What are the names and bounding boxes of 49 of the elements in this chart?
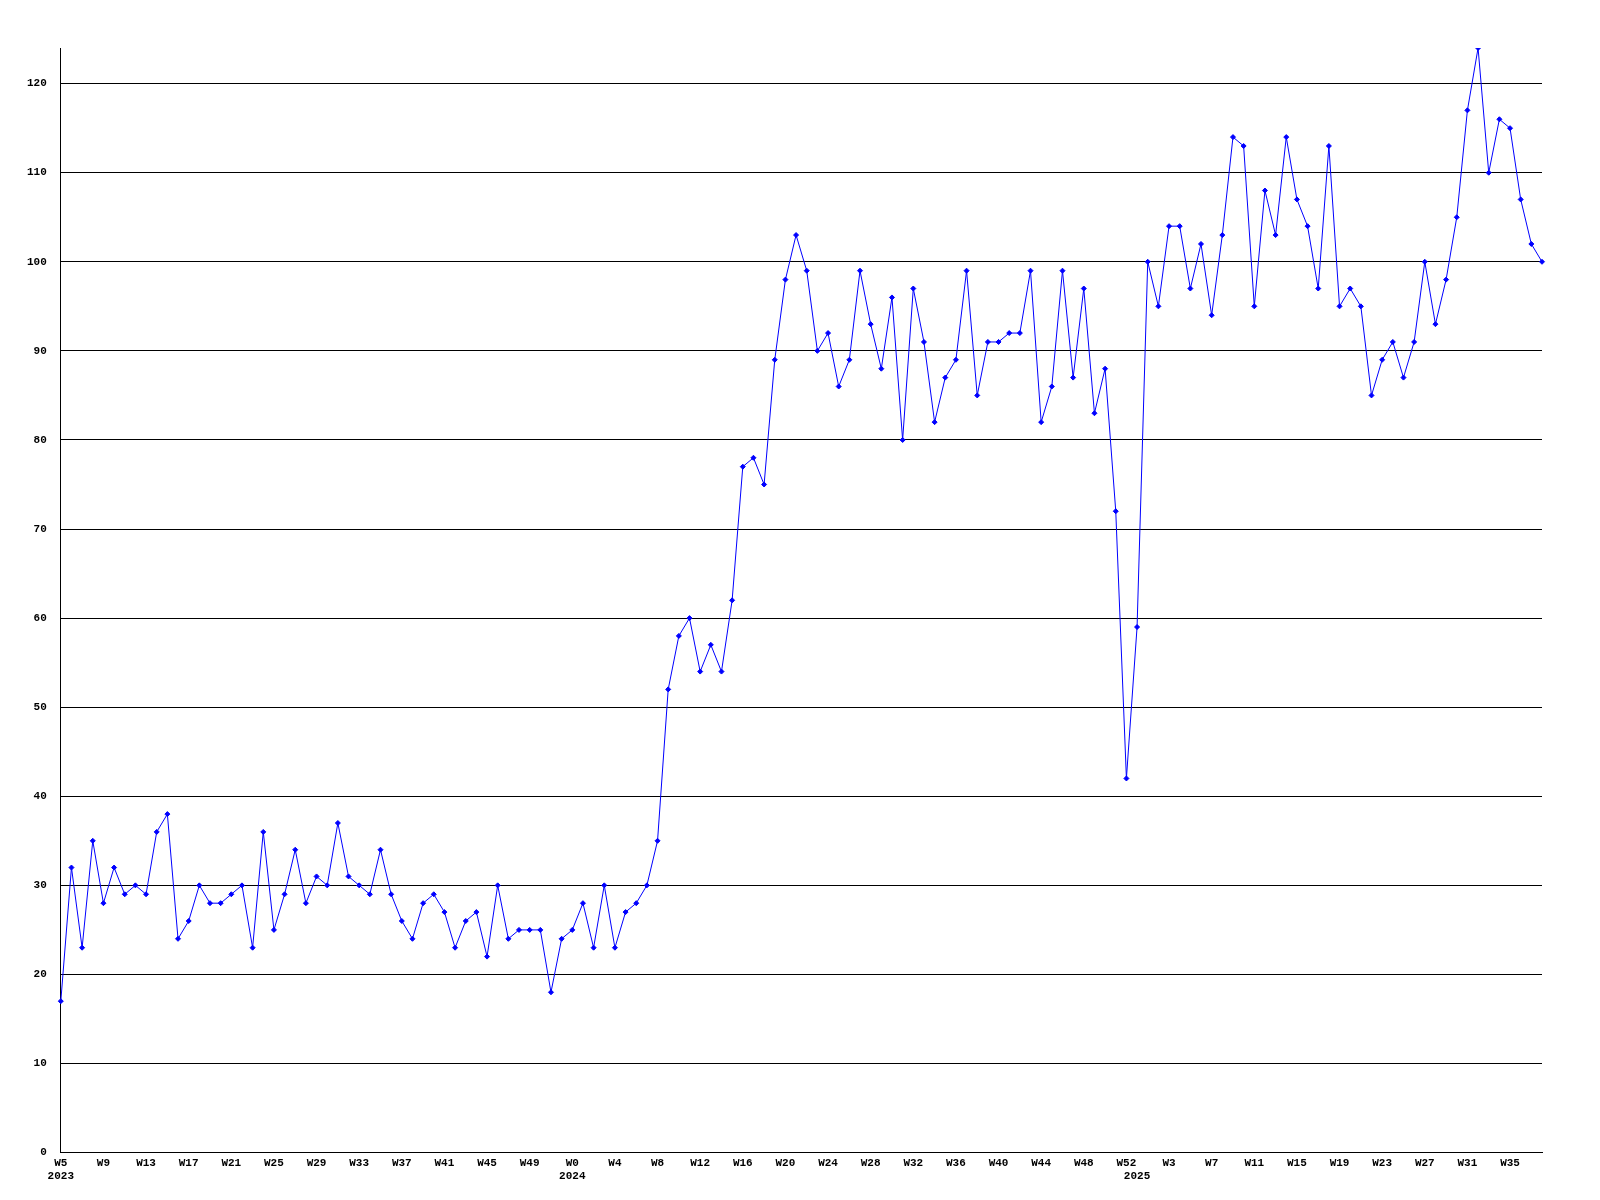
y-tick-label: 40 bbox=[33, 790, 47, 803]
x-tick-label: W5 2023 bbox=[47, 1156, 75, 1183]
x-tick-label: W9 bbox=[96, 1156, 111, 1169]
x-tick-label: W15 bbox=[1287, 1156, 1308, 1169]
y-tick-label: 80 bbox=[33, 433, 47, 446]
y-tick-label: 20 bbox=[33, 968, 47, 981]
x-tick-label: W16 bbox=[732, 1156, 753, 1169]
x-tick-label: W12 bbox=[690, 1156, 711, 1169]
x-tick-label: W25 bbox=[264, 1156, 285, 1169]
x-tick-label: W27 bbox=[1414, 1156, 1435, 1169]
x-tick-label: W19 bbox=[1329, 1156, 1350, 1169]
x-tick-label: W13 bbox=[136, 1156, 157, 1169]
x-tick-label: W0 2024 bbox=[559, 1156, 586, 1183]
x-tick-label: W45 bbox=[477, 1156, 498, 1169]
x-tick-label: 2025 bbox=[1123, 1170, 1151, 1183]
x-tick-label: W44 bbox=[1031, 1156, 1052, 1169]
y-tick-label: 0 bbox=[40, 1146, 47, 1159]
x-tick-label: W37 bbox=[391, 1156, 412, 1169]
x-tick-label: W28 bbox=[860, 1156, 881, 1169]
y-tick-label: 110 bbox=[26, 166, 47, 179]
x-tick-label: W8 bbox=[650, 1156, 665, 1169]
y-tick-label: 50 bbox=[33, 700, 47, 713]
x-tick-label: W3 bbox=[1162, 1156, 1177, 1169]
x-tick-label: W49 bbox=[519, 1156, 540, 1169]
x-tick-label: W32 bbox=[903, 1156, 924, 1169]
x-tick-label: W4 bbox=[608, 1156, 622, 1169]
x-tick-label: W21 bbox=[221, 1156, 242, 1169]
y-tick-label: 30 bbox=[33, 879, 47, 892]
x-tick-label: W29 bbox=[306, 1156, 327, 1169]
x-tick-label: W40 bbox=[988, 1156, 1009, 1169]
x-tick-label: W52 bbox=[1116, 1156, 1137, 1169]
x-tick-label: W17 bbox=[178, 1156, 199, 1169]
x-tick-label: W11 bbox=[1244, 1156, 1265, 1169]
y-tick-label: 60 bbox=[33, 611, 47, 624]
x-tick-label: W35 bbox=[1500, 1156, 1521, 1169]
y-tick-label: 90 bbox=[33, 344, 47, 357]
x-tick-label: W36 bbox=[946, 1156, 966, 1169]
y-tick-label: 70 bbox=[33, 522, 47, 535]
y-tick-label: 10 bbox=[33, 1057, 47, 1070]
x-tick-label: W41 bbox=[434, 1156, 455, 1169]
x-tick-label: W24 bbox=[818, 1156, 839, 1169]
x-tick-label: W23 bbox=[1372, 1156, 1393, 1169]
x-tick-label: W33 bbox=[349, 1156, 370, 1169]
y-tick-label: 100 bbox=[26, 255, 47, 268]
x-tick-label: W31 bbox=[1457, 1156, 1478, 1169]
y-tick-label: 120 bbox=[26, 77, 47, 90]
x-tick-label: W48 bbox=[1073, 1156, 1095, 1169]
x-tick-label: W7 bbox=[1205, 1156, 1219, 1169]
x-tick-label: W20 bbox=[775, 1156, 796, 1169]
